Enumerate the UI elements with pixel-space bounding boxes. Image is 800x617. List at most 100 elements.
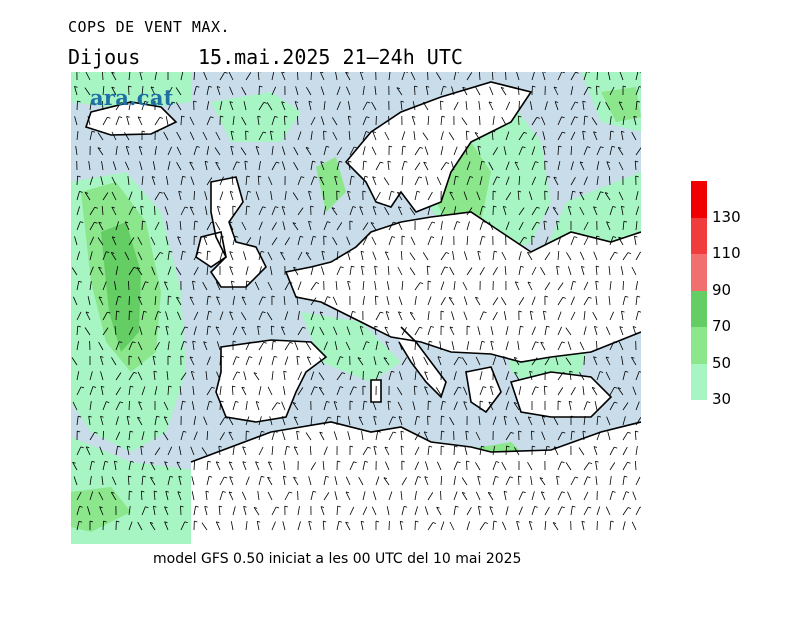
wind-barb — [401, 506, 405, 516]
wind-barb — [305, 342, 312, 351]
wind-barb — [189, 296, 195, 306]
wind-barb-feather — [345, 491, 350, 494]
wind-barb — [635, 296, 638, 306]
wind-barb-feather — [544, 295, 549, 298]
wind-barb — [114, 326, 117, 336]
wind-barb — [336, 147, 343, 156]
wind-barb — [622, 371, 626, 381]
wind-barb-feather — [89, 520, 94, 523]
wind-barb — [414, 176, 420, 186]
wind-barb — [552, 207, 559, 216]
wind-barb-feather — [176, 296, 180, 299]
wind-barb — [565, 357, 572, 366]
wind-barb — [518, 297, 525, 306]
wind-barb-feather — [432, 522, 437, 524]
aracat-logo[interactable]: ara.cat — [90, 85, 174, 110]
wind-barb — [309, 445, 312, 456]
wind-barb — [228, 491, 234, 501]
wind-barb — [514, 447, 520, 456]
wind-barb — [205, 491, 208, 501]
wind-barb — [591, 117, 598, 126]
wind-barb — [608, 296, 611, 306]
wind-barb — [479, 522, 486, 531]
wind-barb-feather — [384, 326, 388, 329]
wind-barb — [281, 72, 286, 81]
wind-barb — [322, 520, 325, 531]
wind-barb-feather — [456, 221, 461, 223]
wind-barb-feather — [78, 280, 82, 283]
wind-barb — [296, 296, 299, 306]
wind-barb-feather — [77, 430, 81, 433]
wind-barb — [349, 206, 354, 216]
wind-barb — [150, 462, 156, 471]
wind-barb — [323, 416, 329, 426]
wind-barb — [488, 161, 494, 171]
wind-barb — [115, 416, 119, 426]
wind-barb-feather — [229, 266, 233, 268]
wind-barb-feather — [327, 221, 331, 223]
wind-barb-feather — [220, 115, 224, 118]
wind-barb-feather — [216, 521, 220, 524]
wind-barb-feather — [289, 281, 293, 284]
wind-barb — [556, 266, 559, 276]
wind-barb-feather — [492, 130, 496, 133]
wind-barb — [323, 341, 328, 351]
wind-barb-feather — [556, 475, 560, 478]
wind-barb — [427, 311, 430, 321]
wind-barb — [269, 266, 273, 276]
wind-barb — [583, 491, 589, 501]
wind-barb — [440, 266, 446, 276]
wind-barb — [89, 236, 95, 246]
wind-barb — [388, 236, 393, 246]
wind-barb — [74, 86, 78, 96]
wind-barb — [88, 416, 91, 426]
wind-barb — [216, 296, 221, 306]
wind-barb-feather — [374, 325, 378, 328]
wind-barb-feather — [192, 280, 196, 283]
wind-barb — [191, 491, 195, 501]
wind-barb-feather — [493, 205, 497, 208]
wind-barb — [320, 116, 325, 126]
wind-barb — [292, 192, 299, 201]
wind-barb-feather — [196, 146, 200, 148]
wind-barb-feather — [552, 207, 557, 209]
wind-barb-feather — [283, 475, 287, 478]
wind-barb — [323, 492, 330, 501]
wind-barb-feather — [319, 176, 323, 179]
wind-barb-feather — [599, 371, 604, 373]
wind-barb — [527, 416, 533, 426]
wind-barb-feather — [80, 221, 84, 223]
wind-barb-feather — [267, 476, 271, 479]
wind-barb-feather — [230, 145, 234, 148]
wind-barb-feather — [532, 85, 536, 88]
wind-barb — [383, 177, 390, 186]
wind-barb-feather — [634, 235, 638, 238]
wind-barb — [206, 461, 209, 471]
wind-barb-feather — [333, 401, 338, 403]
wind-barb — [427, 236, 432, 246]
wind-barb — [593, 206, 598, 216]
wind-barb-feather — [574, 101, 579, 104]
wind-barb — [556, 221, 559, 231]
wind-barb — [345, 476, 351, 486]
wind-barb — [557, 461, 562, 471]
wind-barb — [374, 86, 377, 96]
wind-barb — [396, 387, 403, 396]
wind-barb-feather — [380, 311, 384, 314]
wind-barb — [193, 311, 199, 321]
wind-barb-feather — [622, 85, 627, 88]
wind-barb — [543, 221, 546, 231]
wind-barb — [479, 115, 481, 126]
wind-barb — [581, 266, 585, 276]
wind-barb — [505, 101, 511, 111]
wind-barb — [461, 477, 468, 486]
wind-barb — [543, 311, 546, 321]
wind-barb-feather — [178, 190, 182, 193]
wind-barb-feather — [337, 415, 341, 418]
wind-barb — [232, 401, 236, 411]
wind-barb-feather — [184, 326, 189, 329]
wind-barb — [297, 311, 300, 321]
legend-swatch — [691, 290, 707, 327]
wind-barb-feather — [319, 387, 323, 389]
wind-barb-feather — [558, 145, 562, 148]
